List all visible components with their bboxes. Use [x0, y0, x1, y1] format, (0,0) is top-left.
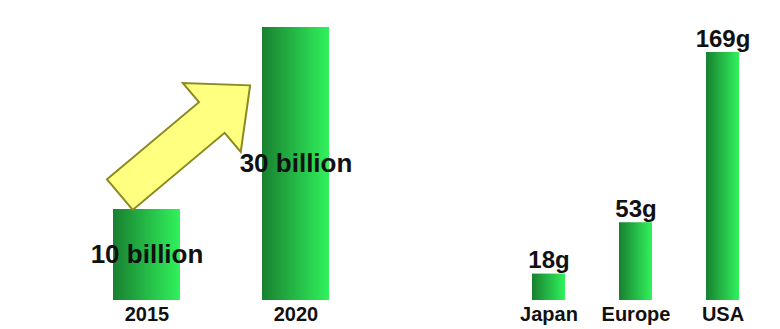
svg-text:Europe: Europe: [602, 303, 671, 325]
svg-text:Japan: Japan: [520, 303, 578, 325]
svg-text:10 billion: 10 billion: [91, 239, 204, 269]
svg-text:169g: 169g: [696, 25, 751, 52]
svg-text:2015: 2015: [125, 303, 170, 325]
svg-text:30 billion: 30 billion: [240, 148, 353, 178]
svg-text:18g: 18g: [528, 246, 569, 273]
svg-text:2020: 2020: [274, 303, 319, 325]
svg-text:53g: 53g: [615, 195, 656, 222]
svg-text:USA: USA: [702, 303, 744, 325]
